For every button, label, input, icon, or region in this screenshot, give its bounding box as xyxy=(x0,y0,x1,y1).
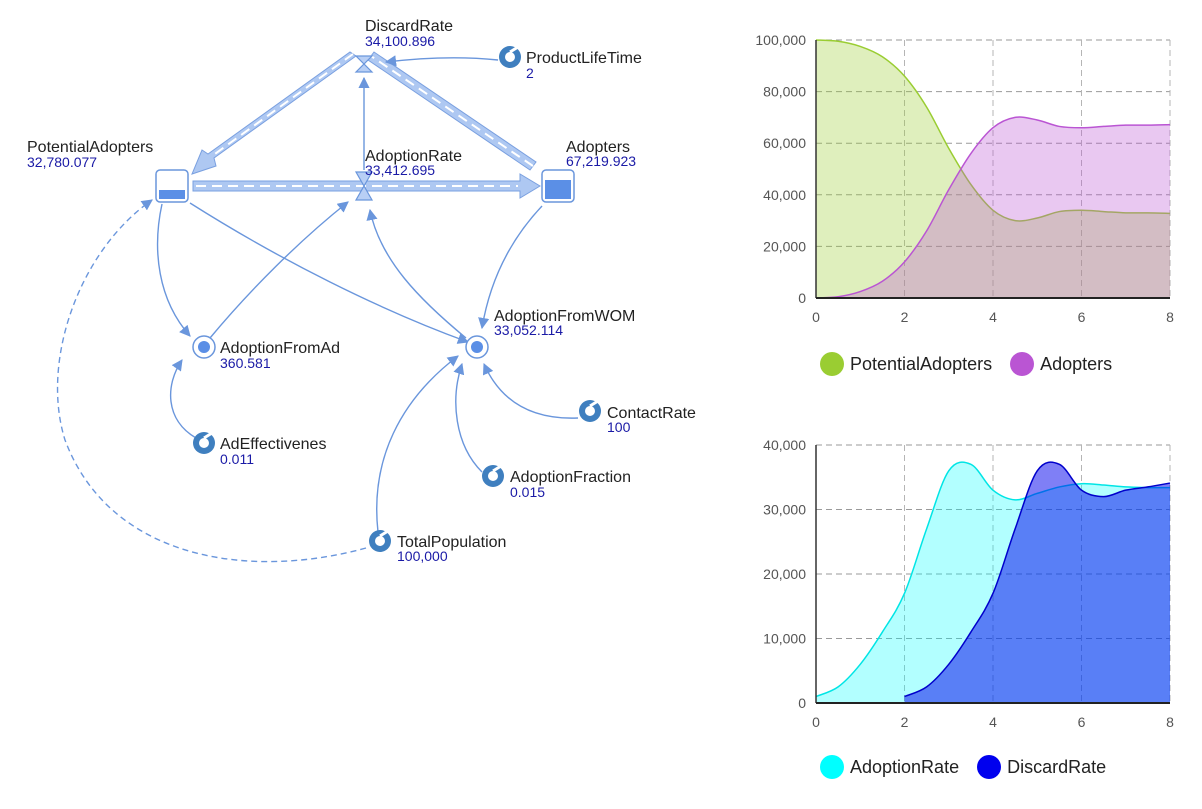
link-adfromad-to-rate xyxy=(209,201,349,339)
contact-rate-name: ContactRate xyxy=(607,405,696,422)
influence-links xyxy=(56,55,579,563)
x-tick-label: 2 xyxy=(901,714,909,730)
series-area-Adopters[interactable] xyxy=(816,117,1170,298)
series-area-DiscardRate[interactable] xyxy=(904,462,1171,703)
y-tick-label: 100,000 xyxy=(755,32,806,48)
legend-item-discard-rate[interactable]: DiscardRate xyxy=(977,755,1106,779)
adoption-from-wom-value: 33,052.114 xyxy=(494,322,563,338)
series-area-PotentialAdopters[interactable] xyxy=(816,40,1170,298)
potential-adopters-name: PotentialAdopters xyxy=(27,139,153,156)
link-pa-to-adfromwom xyxy=(189,202,470,344)
legend-item-potential-adopters[interactable]: PotentialAdopters xyxy=(820,352,992,376)
valve-discard-rate[interactable] xyxy=(354,55,374,73)
adoption-from-ad-name: AdoptionFromAd xyxy=(220,340,340,357)
series-line-DiscardRate xyxy=(904,461,1171,698)
potential-adopters-value: 32,780.077 xyxy=(27,154,97,170)
adoption-fraction-value: 0.015 xyxy=(510,484,545,500)
link-contact-to-adfromwom xyxy=(482,362,579,419)
link-adfromwom-to-rate xyxy=(366,208,467,339)
stock-flow-diagram: DiscardRate 34,100.896 ProductLifeTime 2… xyxy=(27,18,696,564)
x-tick-label: 0 xyxy=(812,309,820,325)
rates-chart-legend: AdoptionRate DiscardRate xyxy=(820,755,1106,779)
legend-item-adopters[interactable]: Adopters xyxy=(1010,352,1112,376)
link-pa-to-adfromad xyxy=(156,203,191,337)
flow-pipes xyxy=(191,51,541,199)
legend-label: Adopters xyxy=(1040,353,1113,374)
aux-adoption-from-wom[interactable] xyxy=(465,335,489,359)
legend-swatch xyxy=(1010,352,1035,376)
discard-rate-value: 34,100.896 xyxy=(365,33,435,49)
valve-adoption-rate[interactable] xyxy=(354,171,374,201)
link-totalpop-to-pa xyxy=(56,199,367,563)
parameter-icon[interactable] xyxy=(482,464,504,487)
legend-item-adoption-rate[interactable]: AdoptionRate xyxy=(820,755,959,779)
product-life-time-value: 2 xyxy=(526,65,534,81)
x-tick-label: 6 xyxy=(1078,309,1086,325)
x-tick-label: 8 xyxy=(1166,714,1174,730)
adoption-rate-value: 33,412.695 xyxy=(365,162,435,178)
adopters-name: Adopters xyxy=(566,139,630,156)
adoption-from-ad-value: 360.581 xyxy=(220,355,271,371)
stocks-chart: 0 20,000 40,000 60,000 80,000 100,000 0 2 4 6 8 xyxy=(755,32,1174,325)
legend-label: PotentialAdopters xyxy=(850,353,993,374)
legend-swatch xyxy=(977,755,1002,779)
rates-chart: 0 10,000 20,000 30,000 40,000 0 2 4 6 8 xyxy=(763,437,1174,730)
chart-grid xyxy=(816,39,1171,298)
link-plt-to-discard xyxy=(384,55,499,67)
ad-effectiveness-name: AdEffectivenes xyxy=(220,436,326,453)
y-tick-label: 0 xyxy=(798,695,806,711)
x-tick-label: 2 xyxy=(901,309,909,325)
y-tick-label: 40,000 xyxy=(763,187,806,203)
y-tick-label: 30,000 xyxy=(763,502,806,518)
adopters-value: 67,219.923 xyxy=(566,153,636,169)
stock-potential-adopters[interactable] xyxy=(155,169,189,203)
adoption-from-wom-name: AdoptionFromWOM xyxy=(494,308,635,325)
parameter-icon[interactable] xyxy=(499,45,521,68)
stocks-chart-legend: PotentialAdopters Adopters xyxy=(820,352,1112,376)
total-population-name: TotalPopulation xyxy=(397,534,506,551)
link-adopters-to-adfromwom xyxy=(478,205,543,330)
ad-effectiveness-value: 0.011 xyxy=(220,451,254,467)
x-tick-label: 6 xyxy=(1078,714,1086,730)
x-tick-label: 4 xyxy=(989,309,997,325)
parameter-icon[interactable] xyxy=(579,399,601,422)
aux-adoption-from-ad[interactable] xyxy=(192,335,216,359)
product-life-time-name: ProductLifeTime xyxy=(526,50,642,67)
y-tick-label: 10,000 xyxy=(763,631,806,647)
y-tick-label: 0 xyxy=(798,290,806,306)
y-tick-label: 20,000 xyxy=(763,238,806,254)
y-tick-label: 80,000 xyxy=(763,84,806,100)
y-tick-label: 60,000 xyxy=(763,135,806,151)
contact-rate-value: 100 xyxy=(607,419,631,435)
y-tick-label: 20,000 xyxy=(763,566,806,582)
series-line-PotentialAdopters xyxy=(815,39,1171,222)
stock-adopters[interactable] xyxy=(541,169,575,203)
adoption-rate-name: AdoptionRate xyxy=(365,148,462,165)
x-tick-label: 0 xyxy=(812,714,820,730)
discard-rate-name: DiscardRate xyxy=(365,18,453,35)
legend-swatch xyxy=(820,352,844,376)
x-tick-label: 8 xyxy=(1166,309,1174,325)
series-line-AdoptionRate xyxy=(815,461,1171,698)
parameter-icon[interactable] xyxy=(369,529,391,552)
flow-discard-pipe-lower xyxy=(191,51,357,175)
series-line-Adopters xyxy=(815,116,1171,299)
legend-label: AdoptionRate xyxy=(850,756,960,777)
flow-adoption-pipe xyxy=(192,173,541,199)
x-tick-label: 4 xyxy=(989,714,997,730)
link-totalpop-to-adfromwom xyxy=(376,355,459,533)
legend-swatch xyxy=(820,755,844,779)
total-population-value: 100,000 xyxy=(397,548,448,564)
link-fraction-to-adfromwom xyxy=(453,362,483,473)
adoption-fraction-name: AdoptionFraction xyxy=(510,469,631,486)
link-adeff-to-adfromad xyxy=(169,359,197,439)
parameter-icon[interactable] xyxy=(193,431,215,454)
legend-label: DiscardRate xyxy=(1007,756,1107,777)
y-tick-label: 40,000 xyxy=(763,437,806,453)
